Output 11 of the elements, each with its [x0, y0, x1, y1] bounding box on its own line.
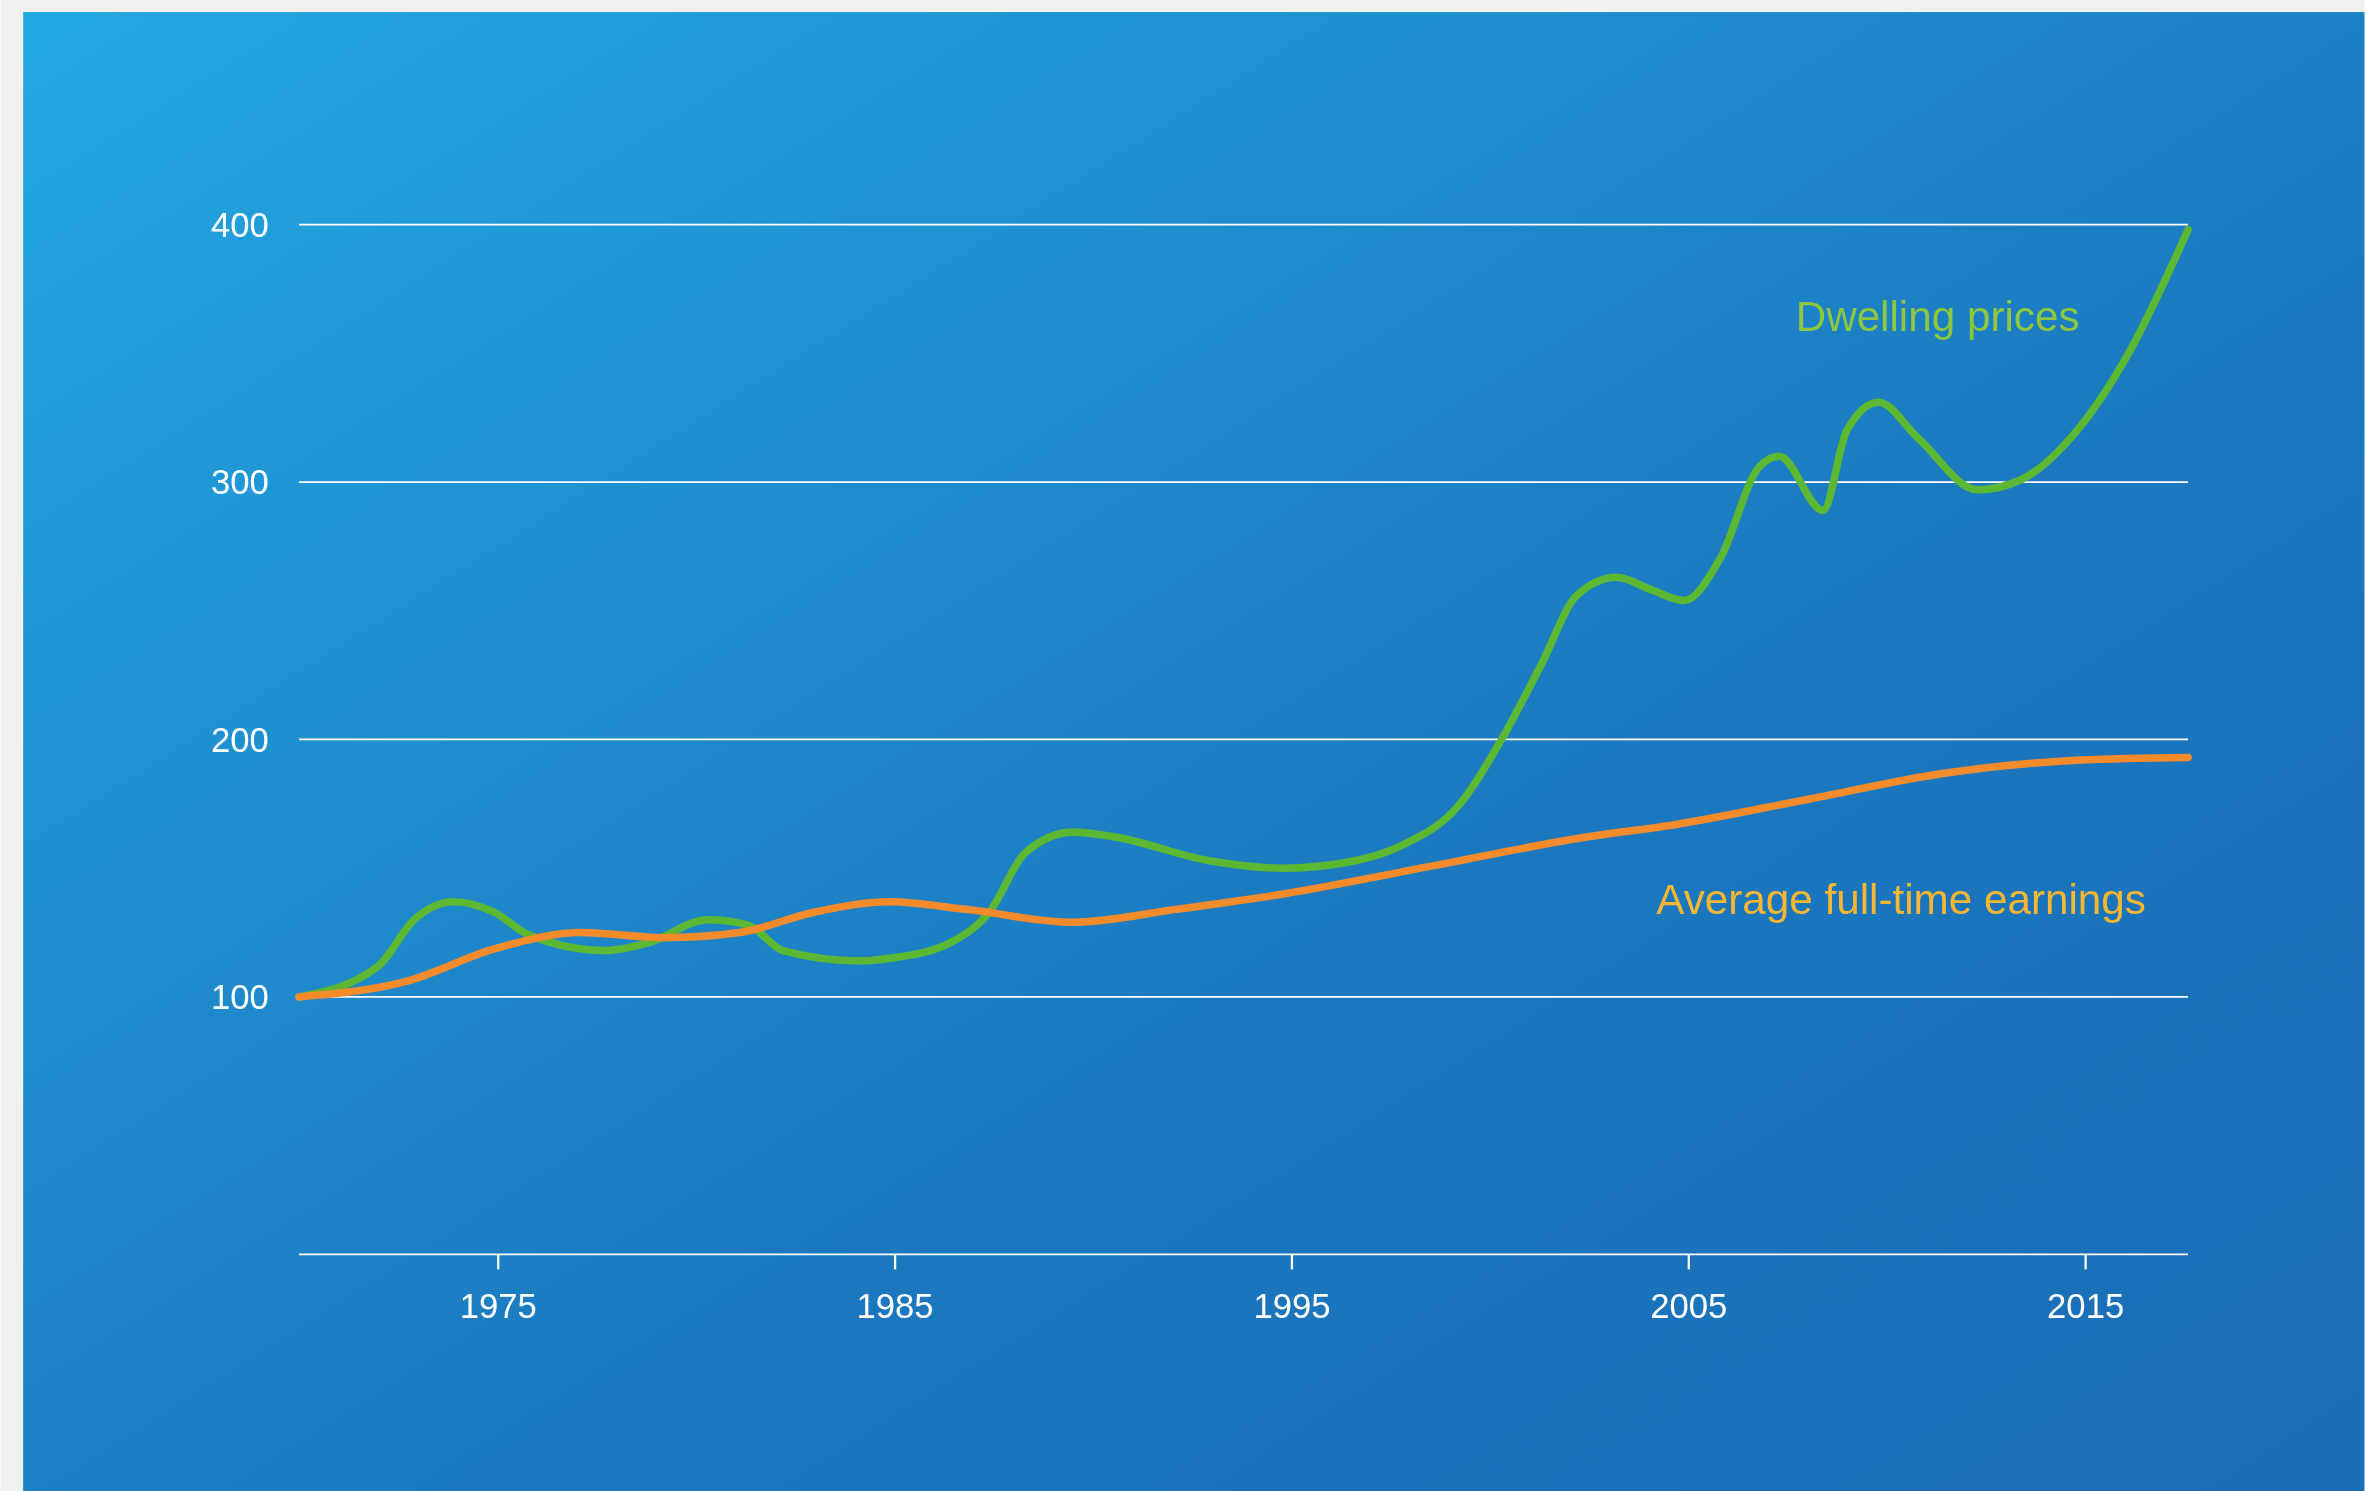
y-tick-label: 200: [211, 720, 269, 759]
x-tick-label: 1995: [1253, 1287, 1331, 1326]
x-tick-label: 1975: [459, 1287, 537, 1326]
y-tick-label: 400: [211, 205, 269, 244]
x-tick-label: 2015: [2047, 1287, 2125, 1326]
x-tick-label: 1985: [856, 1287, 934, 1326]
y-tick-label: 300: [211, 463, 269, 502]
y-tick-label: 100: [211, 978, 269, 1017]
series-label: Average full-time earnings: [1656, 876, 2146, 924]
series-label: Dwelling prices: [1795, 292, 2080, 340]
x-tick-label: 2005: [1650, 1287, 1728, 1326]
